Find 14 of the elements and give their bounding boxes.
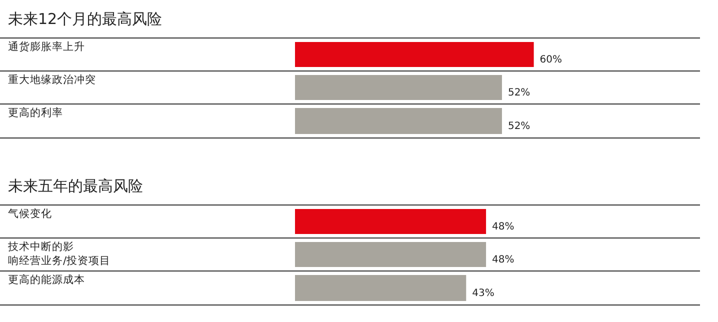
data-label: 48% bbox=[492, 222, 514, 232]
y-tick-label: 通货膨胀率上升 bbox=[8, 41, 85, 53]
data-label: 52% bbox=[508, 88, 530, 98]
y-tick-label: 技术中断的影响经营业务/投资项目 bbox=[8, 241, 111, 267]
y-tick-label: 更高的能源成本 bbox=[8, 274, 85, 286]
data-label: 52% bbox=[508, 121, 530, 132]
y-tick-label: 气候变化 bbox=[8, 208, 52, 220]
y-tick-label: 更高的利率 bbox=[8, 107, 63, 119]
text: 未来五年的最高风险 bbox=[8, 177, 143, 195]
data-label: 43% bbox=[472, 288, 494, 299]
data-label: 48% bbox=[492, 254, 514, 266]
text: 未来12个月的最高风险 bbox=[8, 10, 162, 28]
y-tick-label: 重大地缘政治冲突 bbox=[8, 74, 96, 86]
data-label: 60% bbox=[540, 54, 562, 66]
